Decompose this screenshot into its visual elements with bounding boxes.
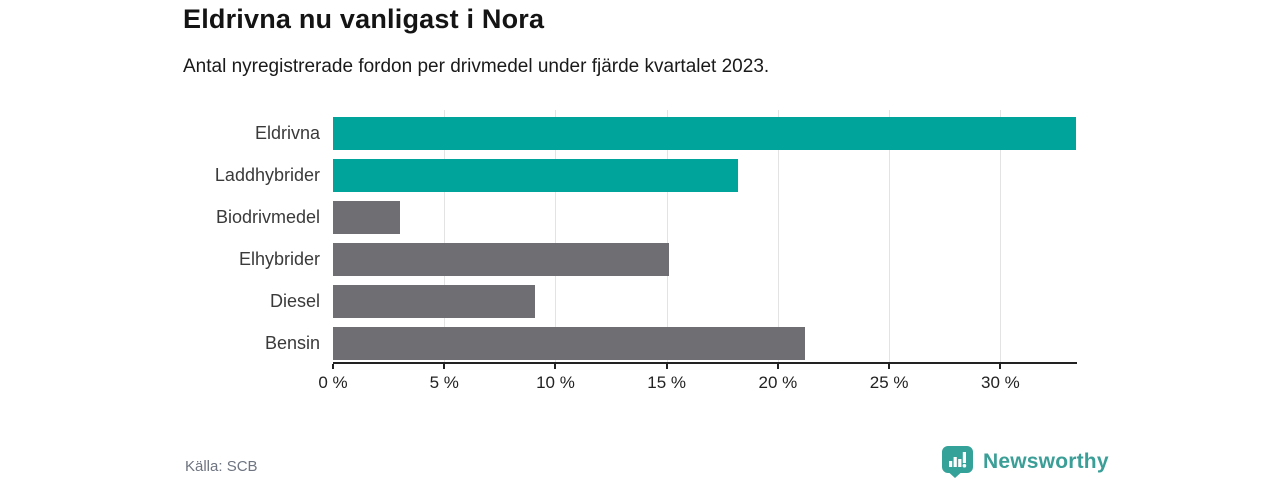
x-tick-label-20: 20 % bbox=[758, 373, 798, 392]
bar-elhybrider bbox=[333, 243, 669, 276]
x-tick-25 bbox=[888, 364, 891, 369]
gridline-15 bbox=[666, 110, 668, 362]
x-tick-30 bbox=[999, 364, 1002, 369]
newsworthy-logo-icon bbox=[942, 446, 973, 478]
category-label-eldrivna: Eldrivna bbox=[254, 123, 320, 143]
brand-logo: Newsworthy bbox=[941, 445, 1109, 479]
x-tick-20 bbox=[776, 364, 779, 369]
x-tick-label-30: 30 % bbox=[980, 373, 1020, 392]
bar-laddhybrider bbox=[333, 159, 738, 192]
gridline-25 bbox=[889, 110, 891, 362]
x-axis-line bbox=[333, 362, 1077, 364]
x-tick-label-10: 10 % bbox=[536, 373, 575, 392]
x-tick-5 bbox=[443, 364, 446, 369]
bar-diesel bbox=[333, 285, 536, 318]
bar-bensin bbox=[333, 327, 805, 360]
category-label-diesel: Diesel bbox=[269, 291, 320, 311]
x-tick-10 bbox=[554, 364, 557, 369]
brand-name: Newsworthy bbox=[983, 450, 1109, 473]
x-tick-label-25: 25 % bbox=[869, 373, 909, 392]
bar-biodrivmedel bbox=[333, 201, 400, 234]
chart-subtitle: Antal nyregistrerade fordon per drivmede… bbox=[183, 56, 770, 77]
bar-eldrivna bbox=[333, 117, 1076, 150]
category-label-elhybrider: Elhybrider bbox=[238, 249, 320, 269]
gridline-5 bbox=[444, 110, 446, 362]
x-tick-15 bbox=[665, 364, 668, 369]
x-tick-label-0: 0 % bbox=[318, 373, 348, 392]
plot-area bbox=[333, 110, 1076, 362]
source-note: Källa: SCB bbox=[185, 458, 258, 475]
gridline-10 bbox=[555, 110, 557, 362]
category-label-laddhybrider: Laddhybrider bbox=[214, 165, 320, 185]
y-axis-labels: Eldrivna Laddhybrider Biodrivmedel Elhybrid… bbox=[0, 110, 320, 362]
gridline-30 bbox=[1000, 110, 1002, 362]
x-tick-label-5: 5 % bbox=[429, 373, 459, 392]
chart-title: Eldrivna nu vanligast i Nora bbox=[183, 4, 545, 34]
category-label-biodrivmedel: Biodrivmedel bbox=[215, 207, 320, 227]
x-tick-0 bbox=[332, 364, 334, 369]
x-tick-label-15: 15 % bbox=[647, 373, 687, 392]
gridline-20 bbox=[777, 110, 779, 362]
category-label-bensin: Bensin bbox=[264, 333, 320, 353]
